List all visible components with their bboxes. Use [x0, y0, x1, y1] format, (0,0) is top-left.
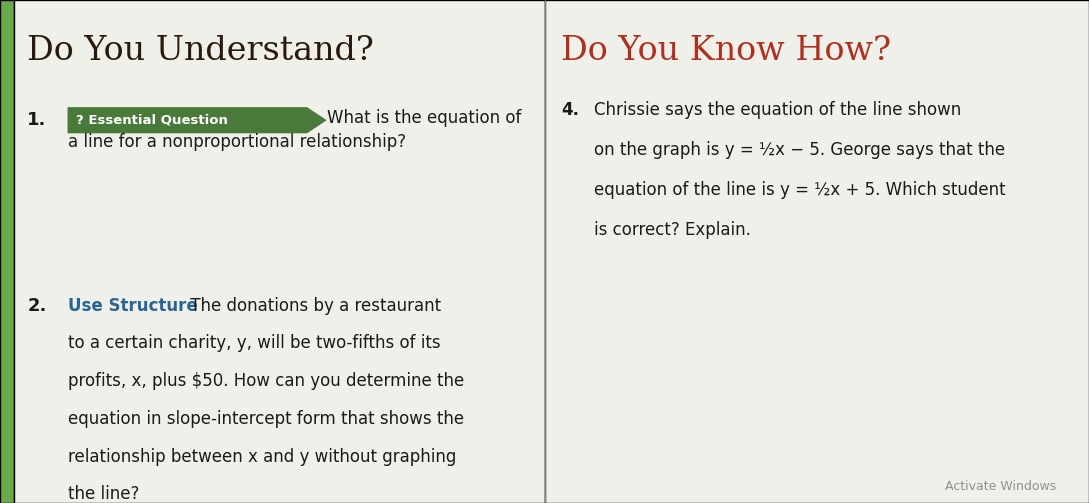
- Text: y: y: [770, 230, 780, 245]
- Text: relationship between x and y without graphing: relationship between x and y without gra…: [68, 448, 456, 466]
- Text: equation in slope-intercept form that shows the: equation in slope-intercept form that sh…: [68, 410, 464, 428]
- Text: ? Essential Question: ? Essential Question: [76, 114, 228, 127]
- Text: Activate Windows: Activate Windows: [945, 480, 1056, 493]
- Text: 4: 4: [891, 412, 900, 425]
- Text: O: O: [755, 412, 766, 425]
- Text: 6: 6: [744, 261, 751, 274]
- Text: Chrissie says the equation of the line shown: Chrissie says the equation of the line s…: [594, 101, 960, 119]
- Text: the line?: the line?: [68, 485, 139, 503]
- Text: x: x: [986, 379, 994, 394]
- Text: Use Structure: Use Structure: [68, 297, 197, 315]
- Text: 6: 6: [958, 412, 967, 425]
- Text: Do You Understand?: Do You Understand?: [27, 35, 375, 67]
- Text: 2: 2: [743, 352, 751, 365]
- Text: 4.: 4.: [561, 101, 579, 119]
- Text: is correct? Explain.: is correct? Explain.: [594, 221, 750, 239]
- Text: -2: -2: [738, 444, 751, 456]
- Text: 2: 2: [823, 412, 832, 425]
- Text: Do You Know How?: Do You Know How?: [561, 35, 891, 67]
- Text: 1.: 1.: [27, 111, 47, 129]
- Text: a line for a nonproportional relationship?: a line for a nonproportional relationshi…: [68, 133, 405, 151]
- Text: What is the equation of: What is the equation of: [327, 109, 521, 127]
- Text: 2.: 2.: [27, 297, 47, 315]
- Text: on the graph is y = ½x − 5. George says that the: on the graph is y = ½x − 5. George says …: [594, 141, 1005, 159]
- Text: profits, x, plus $50. How can you determine the: profits, x, plus $50. How can you determ…: [68, 372, 464, 390]
- Text: -2: -2: [686, 412, 699, 425]
- Text: to a certain charity, y, will be two-fifths of its: to a certain charity, y, will be two-fif…: [68, 334, 440, 353]
- Polygon shape: [68, 107, 327, 133]
- Text: equation of the line is y = ½x + 5. Which student: equation of the line is y = ½x + 5. Whic…: [594, 181, 1005, 199]
- Text: 4: 4: [744, 306, 751, 319]
- Text: The donations by a restaurant: The donations by a restaurant: [185, 297, 441, 315]
